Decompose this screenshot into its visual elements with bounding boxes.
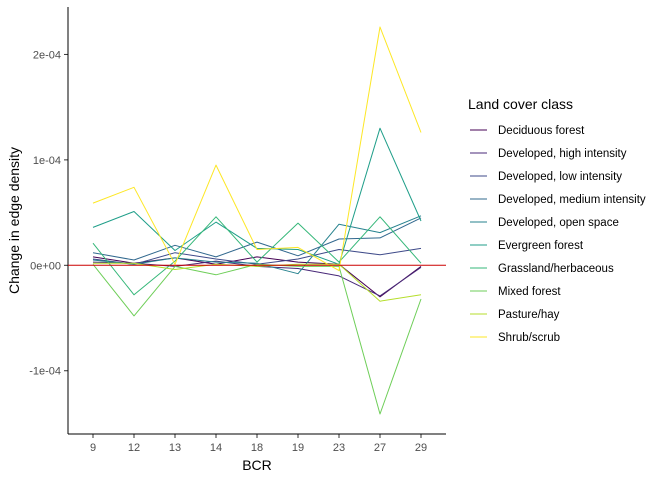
series-lines	[92, 26, 422, 415]
legend-label: Developed, medium intensity	[498, 194, 646, 206]
legend-label: Deciduous forest	[498, 125, 585, 137]
series-line-developed-medium-intensity	[92, 217, 422, 261]
series-line-deciduous-forest	[92, 256, 422, 298]
series-line-evergreen-forest	[92, 127, 422, 265]
y-axis-ticks: -1e-04 0e+00 1e-04 2e-04	[29, 49, 68, 378]
legend-items: Deciduous forest Developed, high intensit…	[470, 125, 646, 344]
y-axis-title: Change in edge density	[6, 147, 22, 294]
legend-label: Pasture/hay	[498, 309, 560, 321]
legend-title: Land cover class	[468, 96, 573, 112]
legend-label: Mixed forest	[498, 286, 561, 298]
legend: Land cover class Deciduous forest Develop…	[468, 96, 646, 344]
y-tick-label: 1e-04	[33, 155, 61, 167]
x-tick-label: 9	[90, 442, 96, 454]
legend-label: Shrub/scrub	[498, 332, 560, 344]
series-line-developed-open-space	[92, 215, 422, 275]
y-tick-label: -1e-04	[29, 366, 61, 378]
series-line-grassland-herbaceous	[92, 216, 422, 296]
x-tick-label: 29	[415, 442, 427, 454]
y-tick-label: 2e-04	[33, 49, 61, 61]
legend-label: Developed, open space	[498, 217, 619, 229]
series-line-shrub-scrub	[92, 26, 422, 272]
x-axis-title: BCR	[242, 457, 272, 473]
legend-label: Grassland/herbaceous	[498, 263, 614, 275]
x-tick-label: 19	[292, 442, 304, 454]
x-tick-label: 14	[210, 442, 222, 454]
x-tick-label: 12	[128, 442, 140, 454]
x-tick-label: 27	[374, 442, 386, 454]
legend-label: Developed, high intensity	[498, 148, 627, 160]
series-line-pasture-hay	[93, 262, 422, 302]
x-tick-label: 13	[169, 442, 181, 454]
x-tick-label: 18	[251, 442, 263, 454]
x-tick-label: 23	[333, 442, 345, 454]
series-line-mixed-forest	[92, 263, 422, 415]
legend-label: Developed, low intensity	[498, 171, 622, 183]
legend-label: Evergreen forest	[498, 240, 584, 252]
y-tick-label: 0e+00	[30, 260, 61, 272]
x-axis-ticks: 9 12 13 14 18 19 23 27 29	[90, 434, 427, 454]
